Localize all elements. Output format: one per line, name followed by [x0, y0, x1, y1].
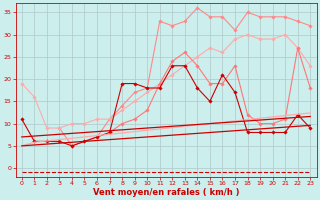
- X-axis label: Vent moyen/en rafales ( km/h ): Vent moyen/en rafales ( km/h ): [93, 188, 239, 197]
